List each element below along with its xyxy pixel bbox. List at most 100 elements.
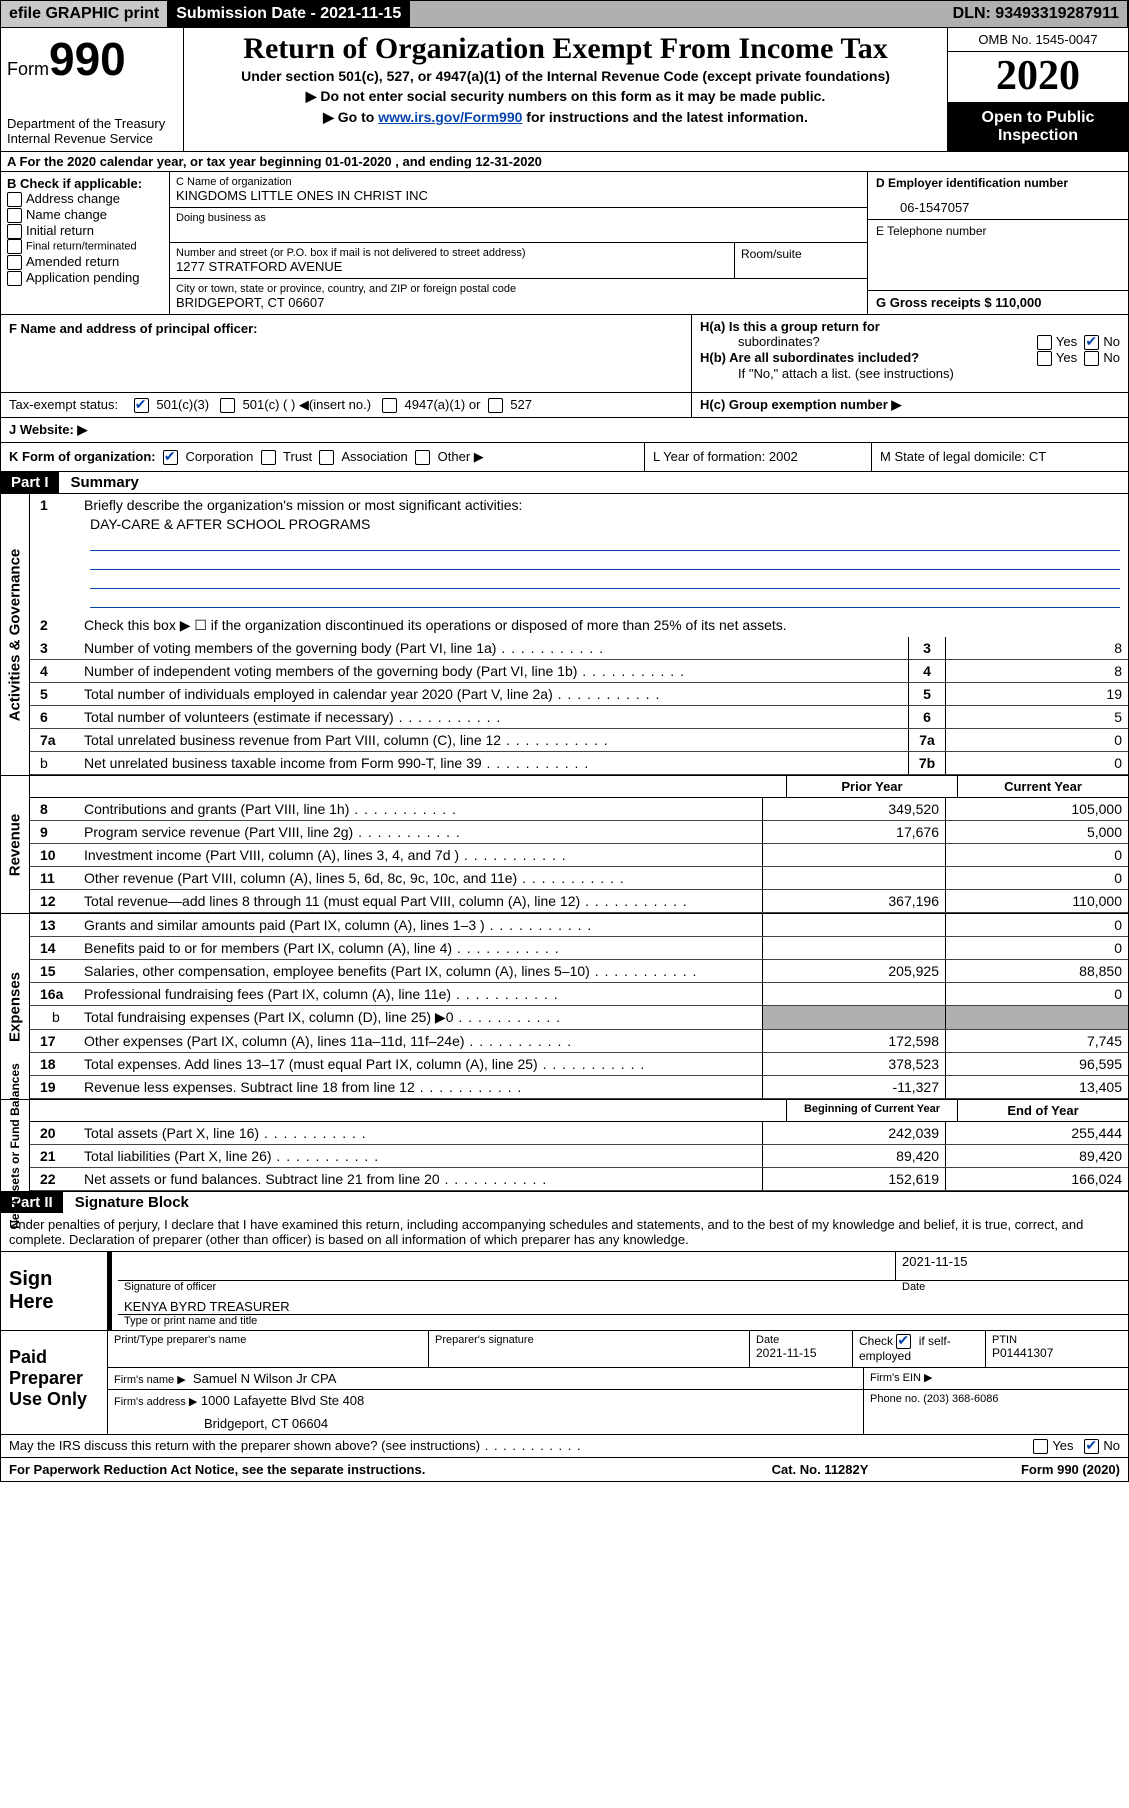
table-row: 7aTotal unrelated business revenue from … (30, 729, 1128, 752)
chk-assoc[interactable] (319, 450, 334, 465)
line-desc: Total fundraising expenses (Part IX, col… (80, 1006, 762, 1029)
prior-value: 152,619 (762, 1168, 945, 1190)
hdr-current-year: Current Year (957, 776, 1128, 797)
footer-cat-no: Cat. No. 11282Y (720, 1462, 920, 1477)
ptin-value: P01441307 (992, 1346, 1122, 1360)
line-1-value: DAY-CARE & AFTER SCHOOL PROGRAMS (30, 516, 1128, 532)
discuss-text: May the IRS discuss this return with the… (9, 1438, 1033, 1454)
line-desc: Total revenue—add lines 8 through 11 (mu… (80, 890, 762, 912)
chk-corp[interactable] (163, 450, 178, 465)
chk-app-pending[interactable]: Application pending (7, 270, 163, 286)
sig-name-title: KENYA BYRD TREASURER (118, 1293, 1128, 1315)
table-row: 15Salaries, other compensation, employee… (30, 960, 1128, 983)
part2-title-wrap: Part II Signature Block (1, 1192, 1128, 1213)
form-header: Form990 Department of the Treasury Inter… (0, 28, 1129, 152)
row-j: J Website: ▶ (0, 418, 1129, 443)
line-box: 6 (908, 706, 945, 728)
header-center: Return of Organization Exempt From Incom… (184, 28, 947, 151)
chk-trust[interactable] (261, 450, 276, 465)
sig-officer-row: 2021-11-15 (118, 1252, 1128, 1281)
chk-4947[interactable] (382, 398, 397, 413)
line-box: 3 (908, 637, 945, 659)
current-value: 7,745 (945, 1030, 1128, 1052)
chk-527[interactable] (488, 398, 503, 413)
line-desc: Total liabilities (Part X, line 26) (80, 1145, 762, 1167)
chk-initial-return[interactable]: Initial return (7, 223, 163, 239)
current-value: 5,000 (945, 821, 1128, 843)
hb-yes-checkbox[interactable] (1037, 351, 1052, 366)
col-b: B Check if applicable: Address change Na… (1, 172, 170, 314)
line-desc: Grants and similar amounts paid (Part IX… (80, 914, 762, 936)
prior-value: 205,925 (762, 960, 945, 982)
prior-value (762, 937, 945, 959)
tax-year: 2020 (948, 52, 1128, 103)
expenses-body: 13Grants and similar amounts paid (Part … (30, 914, 1128, 1099)
f-label: F Name and address of principal officer: (9, 321, 258, 336)
row-i: Tax-exempt status: 501(c)(3) 501(c) ( ) … (0, 393, 1129, 418)
discuss-no-checkbox[interactable] (1084, 1439, 1099, 1454)
chk-amended[interactable]: Amended return (7, 254, 163, 270)
sig-name-title-label: Type or print name and title (118, 1315, 1128, 1327)
sig-date-label: Date (896, 1281, 1128, 1293)
chk-address-change[interactable]: Address change (7, 191, 163, 207)
ha-yesno: Yes No (1037, 334, 1120, 350)
hb-label: H(b) Are all subordinates included? (700, 350, 919, 366)
h-b: H(b) Are all subordinates included? Yes … (700, 350, 1120, 366)
irs-link[interactable]: www.irs.gov/Form990 (378, 109, 522, 125)
ha-yes-checkbox[interactable] (1037, 335, 1052, 350)
chk-501c[interactable] (220, 398, 235, 413)
i-label: Tax-exempt status: (9, 397, 130, 412)
chk-other[interactable] (415, 450, 430, 465)
section-expenses: Expenses 13Grants and similar amounts pa… (0, 914, 1129, 1100)
sign-here-label: Sign Here (1, 1252, 108, 1330)
table-row: 8Contributions and grants (Part VIII, li… (30, 798, 1128, 821)
current-value: 0 (945, 914, 1128, 936)
col-b-label: B Check if applicable: (7, 176, 163, 191)
chk-final-return[interactable]: Final return/terminated (7, 239, 163, 254)
firm-addr-1: 1000 Lafayette Blvd Ste 408 (201, 1393, 364, 1408)
current-value: 96,595 (945, 1053, 1128, 1075)
line-box: 7a (908, 729, 945, 751)
row-a-text: A For the 2020 calendar year, or tax yea… (7, 154, 542, 169)
room-suite: Room/suite (734, 243, 867, 279)
prep-name-value[interactable] (114, 1346, 422, 1364)
section-bcdeg: B Check if applicable: Address change Na… (0, 172, 1129, 315)
table-row: 12Total revenue—add lines 8 through 11 (… (30, 890, 1128, 913)
blank-line-4 (90, 591, 1120, 608)
section-revenue: Revenue Prior Year Current Year 8Contrib… (0, 776, 1129, 914)
blank-line-1 (90, 534, 1120, 551)
efile-print-label: efile GRAPHIC print (1, 1, 168, 27)
net-col-header: Beginning of Current Year End of Year (30, 1100, 1128, 1122)
chk-501c3[interactable] (134, 398, 149, 413)
line-box: 5 (908, 683, 945, 705)
chk-name-change[interactable]: Name change (7, 207, 163, 223)
row-a-tax-year: A For the 2020 calendar year, or tax yea… (0, 152, 1129, 172)
signature-section: Under penalties of perjury, I declare th… (0, 1213, 1129, 1458)
form-label: Form (7, 59, 49, 79)
net-assets-body: Beginning of Current Year End of Year 20… (30, 1100, 1128, 1191)
form-990-page: efile GRAPHIC print Submission Date - 20… (0, 0, 1129, 1482)
sig-date: 2021-11-15 (895, 1252, 1128, 1280)
hdr-prior-year: Prior Year (786, 776, 957, 797)
current-value: 0 (945, 937, 1128, 959)
org-name-box: C Name of organization KINGDOMS LITTLE O… (170, 172, 867, 208)
chk-self-employed[interactable] (896, 1334, 911, 1349)
firm-name-label: Firm's name ▶ (114, 1374, 186, 1386)
sign-here-row: Sign Here 2021-11-15 Signature of office… (1, 1251, 1128, 1330)
prior-value (762, 983, 945, 1005)
line-value: 0 (945, 752, 1128, 774)
line-value: 8 (945, 637, 1128, 659)
side-activities: Activities & Governance (1, 494, 30, 775)
org-name-value: KINGDOMS LITTLE ONES IN CHRIST INC (176, 188, 861, 203)
sig-officer-blank[interactable] (118, 1252, 895, 1280)
section-net-assets: Net Assets or Fund Balances Beginning of… (0, 1100, 1129, 1192)
ha-no-checkbox[interactable] (1084, 335, 1099, 350)
part1-header: Part I (1, 472, 59, 493)
col-c: C Name of organization KINGDOMS LITTLE O… (170, 172, 867, 314)
prep-name-label: Print/Type preparer's name (114, 1334, 422, 1346)
discuss-yes-checkbox[interactable] (1033, 1439, 1048, 1454)
current-value: 0 (945, 844, 1128, 866)
line-1: 1 Briefly describe the organization's mi… (30, 494, 1128, 516)
hb-no-checkbox[interactable] (1084, 351, 1099, 366)
line-desc: Total assets (Part X, line 16) (80, 1122, 762, 1144)
